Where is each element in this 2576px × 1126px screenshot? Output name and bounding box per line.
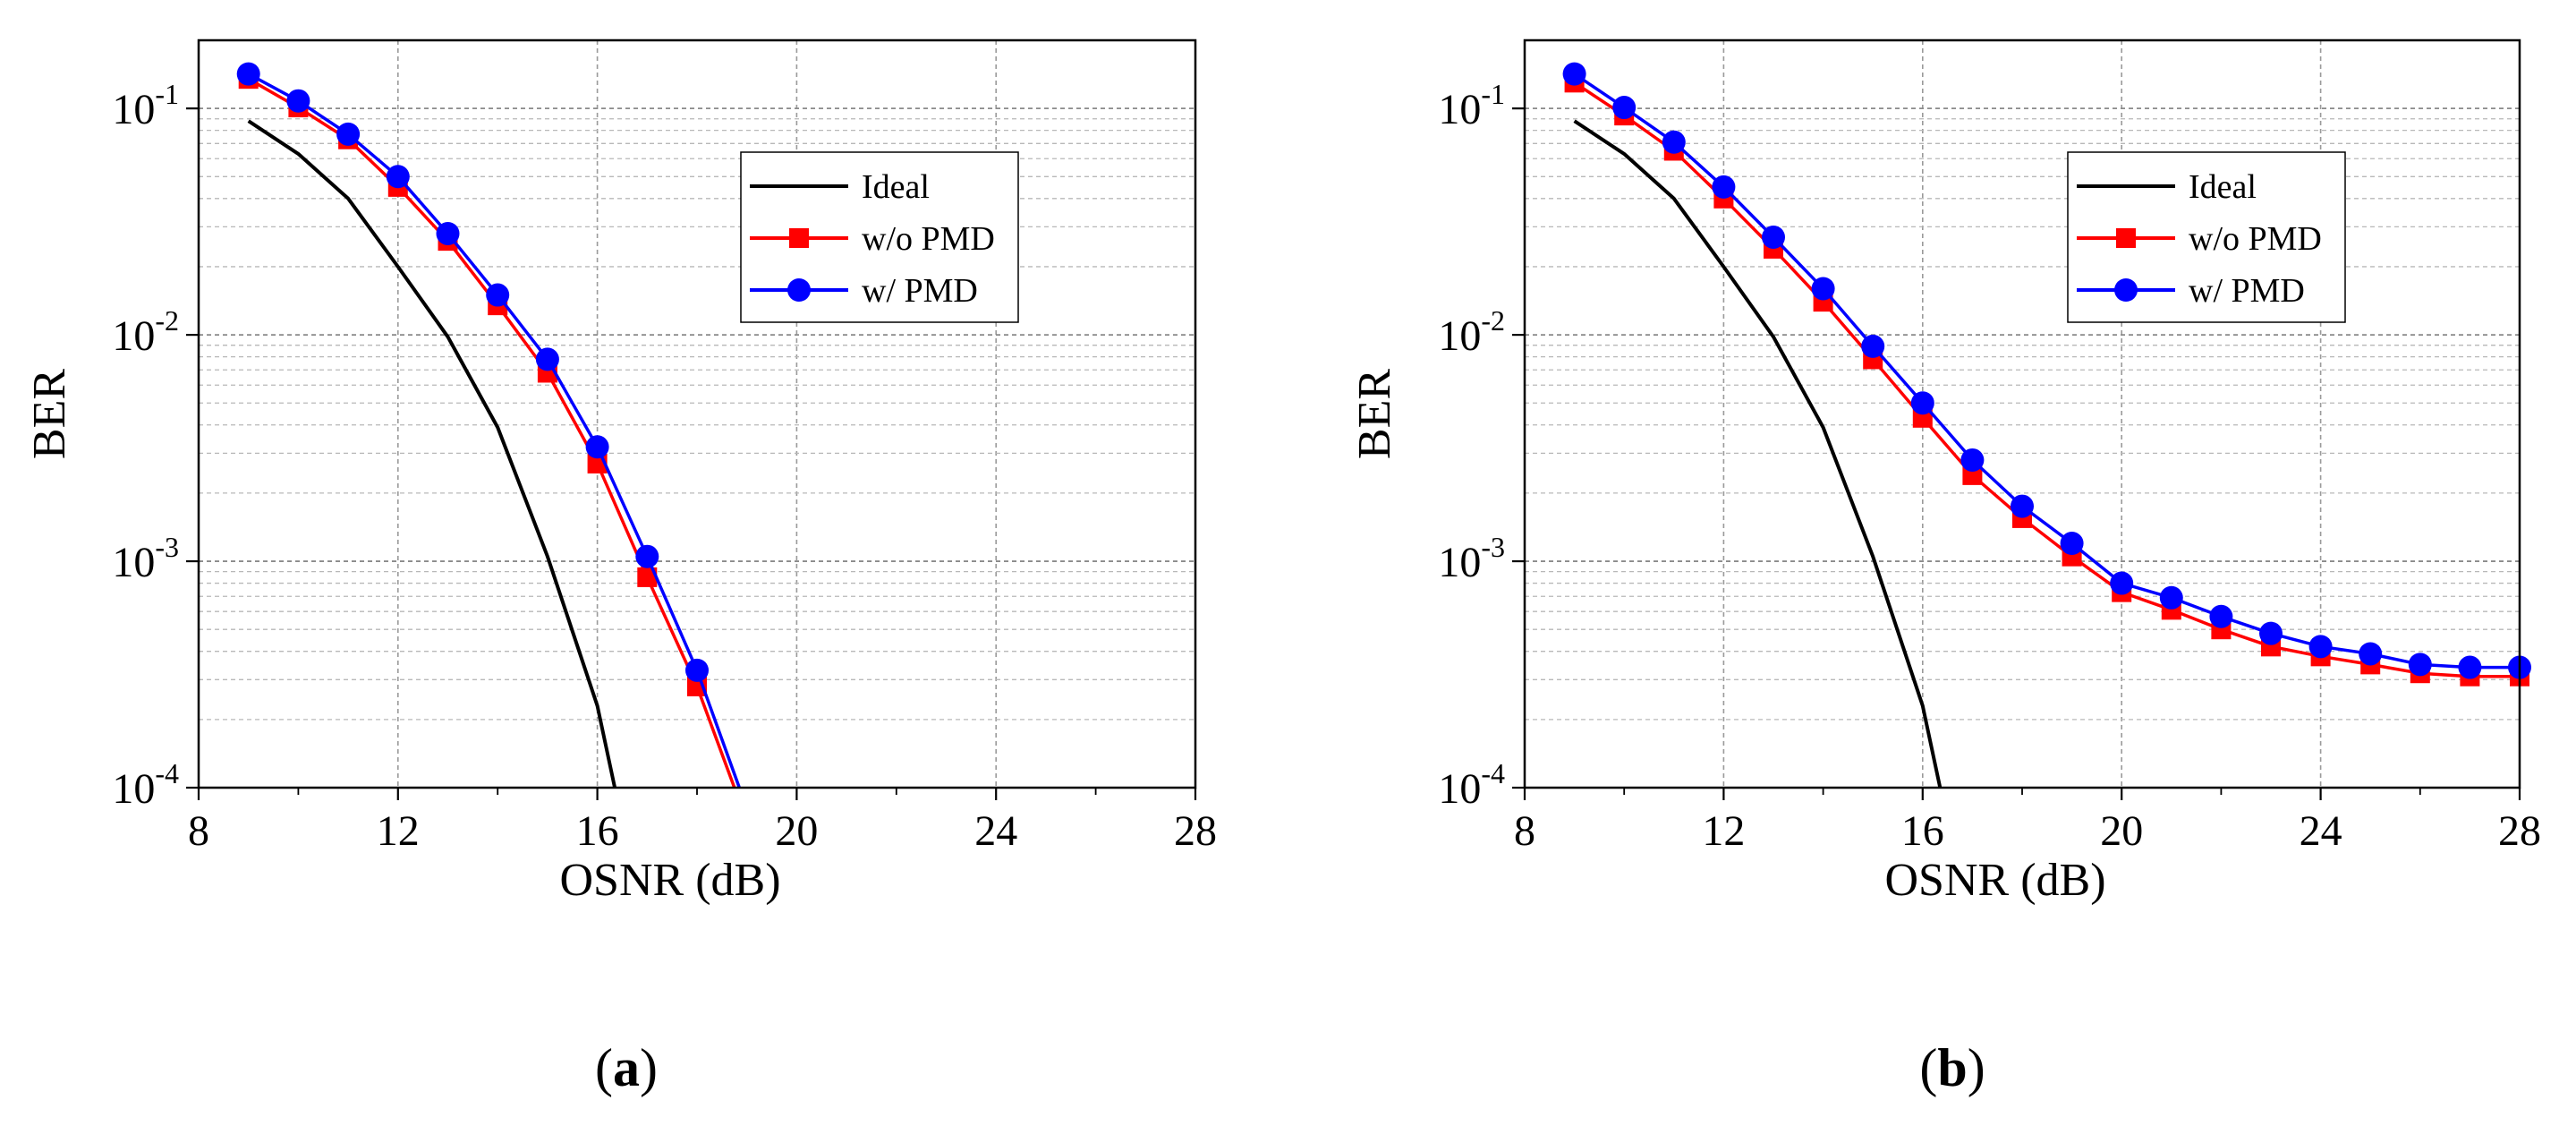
panel-b-data-point-w-pmd xyxy=(2060,532,2084,556)
panel-a-x-tick-label: 28 xyxy=(1174,807,1217,855)
panel-b-legend-entry-wo-pmd: w/o PMD xyxy=(2077,220,2322,258)
panel-a-series xyxy=(236,62,741,789)
panel-b-data-point-w-pmd xyxy=(2011,494,2034,518)
panel-b-y-tick-label: 10-1 xyxy=(1438,78,1505,133)
panel-b-data-point-w-pmd xyxy=(1662,130,1686,154)
panel-b-legend-label-w-pmd: w/ PMD xyxy=(2189,272,2305,310)
panel-a-legend-label-wo-pmd: w/o PMD xyxy=(862,220,995,258)
panel-b-x-tick-label: 12 xyxy=(1702,807,1745,855)
panel-b-legend-entry-ideal: Ideal xyxy=(2077,168,2257,206)
panel-b-data-point-w-pmd xyxy=(1712,175,1736,199)
panel-a-caption: (a) xyxy=(595,1038,658,1097)
panel-b-legend-marker-circle xyxy=(2114,278,2138,302)
panel-a-legend-entry-wo-pmd: w/o PMD xyxy=(750,220,995,258)
panel-a-legend-entry-ideal: Ideal xyxy=(750,168,930,206)
panel-a-ticks: 8 12 16 20 24 28 10-1 10-2 10-3 10-4 xyxy=(112,78,1217,855)
panel-a-legend-label-ideal: Ideal xyxy=(862,168,930,206)
panel-b-series-line-ideal xyxy=(1573,119,1943,789)
panel-b-legend-label-ideal: Ideal xyxy=(2189,168,2257,206)
panel-b-legend-label-wo-pmd: w/o PMD xyxy=(2189,220,2322,258)
panel-b-x-tick-label: 20 xyxy=(2100,807,2143,855)
panel-a-series-line-ideal xyxy=(247,119,617,789)
panel-a-data-point-w-pmd xyxy=(336,122,361,146)
panel-b-data-point-w-pmd xyxy=(1960,448,1985,472)
panel-b-legend: Ideal w/o PMD w/ PMD xyxy=(2067,151,2346,323)
panel-b-data-point-w-pmd xyxy=(1612,96,1637,120)
panel-a-data-point-w-pmd xyxy=(486,283,510,307)
panel-a-y-tick-label: 10-2 xyxy=(112,304,179,360)
panel-a-data-point-w-pmd xyxy=(286,89,310,113)
panel-b-legend-entry-w-pmd: w/ PMD xyxy=(2077,272,2305,310)
panel-b-series xyxy=(1562,62,2531,789)
panel-a-y-axis-label: BER xyxy=(24,369,75,459)
panel-a-data-point-w-o-pmd xyxy=(637,567,658,587)
panel-b-legend-marker-square xyxy=(2116,228,2136,248)
panel-b-y-axis-label: BER xyxy=(1349,369,1400,459)
panel-a-data-point-w-pmd xyxy=(535,347,559,371)
panel-b-data-point-w-pmd xyxy=(1811,277,1835,301)
panel-a-data-point-w-pmd xyxy=(635,544,659,568)
panel-a-x-tick-label: 24 xyxy=(974,807,1017,855)
panel-b-x-axis-label: OSNR (dB) xyxy=(1884,855,2105,906)
panel-a-legend: Ideal w/o PMD w/ PMD xyxy=(740,151,1019,323)
panel-b-data-point-w-pmd xyxy=(1762,225,1785,249)
panel-a-legend-label-w-pmd: w/ PMD xyxy=(862,272,978,310)
panel-b-data-point-w-pmd xyxy=(2308,635,2333,659)
panel-a-data-point-w-pmd xyxy=(236,62,260,86)
panel-b-x-tick-label: 24 xyxy=(2300,807,2342,855)
panel-a-legend-entry-w-pmd: w/ PMD xyxy=(750,272,978,310)
panel-b-series-line-w-pmd xyxy=(1573,73,2520,670)
panel-a-legend-marker-circle xyxy=(787,278,811,302)
panel-a-data-point-w-pmd xyxy=(386,165,410,189)
panel-b-data-point-w-pmd xyxy=(2259,621,2283,645)
panel-a-y-tick-label: 10-4 xyxy=(112,757,179,813)
panel-b-data-point-w-pmd xyxy=(1861,334,1885,358)
panel-b-x-tick-label: 16 xyxy=(1901,807,1944,855)
panel-a-x-tick-label: 12 xyxy=(377,807,420,855)
panel-a-y-tick-label: 10-1 xyxy=(112,78,179,133)
panel-b-data-point-w-pmd xyxy=(1562,62,1586,86)
panel-a-data-point-w-pmd xyxy=(585,435,609,459)
chart-panel-a: 8 12 16 20 24 28 10-1 10-2 10-3 10-4 Ideal w/o PM… xyxy=(24,38,1217,1097)
panel-b-ticks: 8 12 16 20 24 28 10-1 10-2 10-3 10-4 xyxy=(1438,78,2541,855)
panel-a-data-point-w-pmd xyxy=(685,658,709,682)
panel-a-legend-marker-square xyxy=(789,228,809,248)
panel-b-data-point-w-pmd xyxy=(2209,604,2233,628)
panel-b-x-tick-label: 8 xyxy=(1514,807,1535,855)
panel-b-y-tick-label: 10-4 xyxy=(1438,757,1505,813)
panel-a-data-point-w-pmd xyxy=(436,221,460,245)
panel-b-x-tick-label: 28 xyxy=(2498,807,2541,855)
chart-panel-b: 8 12 16 20 24 28 10-1 10-2 10-3 10-4 Ideal w/o PM… xyxy=(1349,38,2541,1097)
panel-b-data-point-w-pmd xyxy=(2359,642,2383,666)
panel-a-x-axis-label: OSNR (dB) xyxy=(559,855,780,906)
panel-a-x-tick-label: 16 xyxy=(576,807,619,855)
panel-b-caption-letter: b xyxy=(1937,1038,1967,1097)
panel-b-series-line-w-o-pmd xyxy=(1573,81,2520,678)
panel-b-y-tick-label: 10-3 xyxy=(1438,531,1505,586)
panel-a-y-tick-label: 10-3 xyxy=(112,531,179,586)
panel-b-data-point-w-pmd xyxy=(1910,391,1934,415)
panel-b-data-point-w-pmd xyxy=(2458,655,2482,679)
panel-a-x-tick-label: 8 xyxy=(188,807,209,855)
panel-b-caption: (b) xyxy=(1919,1038,1985,1097)
panel-b-data-point-w-pmd xyxy=(2159,585,2183,610)
panel-a-x-tick-label: 20 xyxy=(775,807,818,855)
panel-a-caption-letter: a xyxy=(613,1038,640,1097)
panel-b-data-point-w-pmd xyxy=(2110,571,2134,595)
panel-b-data-point-w-pmd xyxy=(2408,653,2432,677)
panel-b-y-tick-label: 10-2 xyxy=(1438,304,1505,360)
